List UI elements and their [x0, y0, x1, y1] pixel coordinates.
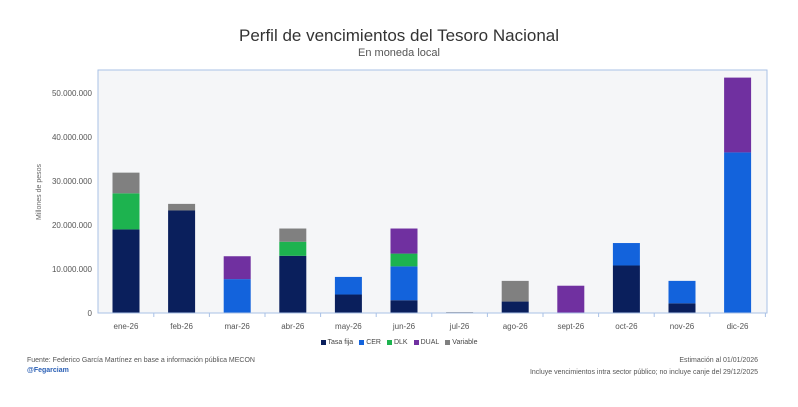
chart-title: Perfil de vencimientos del Tesoro Nacion… [238, 26, 560, 45]
legend-label: Tasa fija [327, 339, 354, 346]
bar-segment-tasa-fija-jun-26 [390, 300, 418, 313]
legend-swatch [359, 339, 365, 345]
bar-segment-dual-dic-26 [724, 77, 752, 153]
legend-swatch [413, 339, 419, 345]
legend-item-dlk: DLK [386, 339, 408, 346]
x-tick-label: nov-26 [670, 322, 695, 331]
bar-segment-cer-jun-26 [390, 266, 418, 301]
legend-swatch [320, 339, 326, 345]
bar-segment-tasa-fija-nov-26 [668, 303, 696, 313]
bar-segment-variable-abr-26 [279, 228, 307, 242]
bar-segment-dlk-jun-26 [390, 253, 418, 267]
bar-segment-tasa-fija-abr-26 [279, 255, 307, 313]
legend-label: DLK [393, 339, 408, 346]
x-tick-label: ago-26 [503, 322, 528, 331]
bar-segment-cer-nov-26 [668, 280, 696, 304]
bar-segment-dual-mar-26 [223, 256, 251, 280]
bar-segment-cer-may-26 [334, 276, 362, 295]
y-tick-label: 40.000.000 [52, 133, 93, 142]
source-note: Fuente: Federico García Martínez en base… [27, 357, 255, 364]
legend-label: CER [366, 339, 381, 346]
bar-segment-cer-mar-26 [223, 279, 251, 313]
bar-segment-variable-feb-26 [168, 203, 196, 211]
bar-segment-cer-oct-26 [612, 243, 640, 266]
bar-segment-tasa-fija-ene-26 [112, 229, 140, 313]
x-tick-label: jul-26 [449, 322, 470, 331]
y-tick-label: 20.000.000 [52, 221, 93, 230]
x-tick-label: mar-26 [225, 322, 251, 331]
plot-area [97, 69, 768, 314]
author-handle[interactable]: @Fegarciam [27, 367, 69, 374]
estimate-note: Estimación al 01/01/2026 [679, 357, 758, 364]
x-tick-label: abr-26 [281, 322, 305, 331]
x-tick-label: ene-26 [114, 322, 139, 331]
bar-segment-variable-ago-26 [501, 280, 529, 302]
legend-item-variable: Variable [445, 339, 477, 346]
bar-segment-tasa-fija-oct-26 [612, 265, 640, 313]
bar-segment-tasa-fija-feb-26 [168, 210, 196, 313]
y-axis-label: Millones de pesos [36, 163, 43, 220]
x-tick-label: feb-26 [170, 322, 193, 331]
chart-subtitle: En moneda local [358, 47, 440, 59]
x-tick-label: oct-26 [615, 322, 638, 331]
bar-segment-dual-sept-26 [557, 285, 585, 313]
x-tick-label: sept-26 [557, 322, 584, 331]
y-tick-label: 30.000.000 [52, 177, 93, 186]
x-tick-label: dic-26 [727, 322, 749, 331]
legend-swatch [445, 339, 451, 345]
bar-segment-tasa-fija-may-26 [334, 294, 362, 313]
legend-item-cer: CER [359, 339, 381, 346]
bar-segment-dual-jun-26 [390, 228, 418, 254]
bar-segment-dlk-ene-26 [112, 193, 140, 230]
bar-segment-dlk-abr-26 [279, 241, 307, 256]
legend-swatch [386, 339, 392, 345]
x-tick-label: jun-26 [392, 322, 416, 331]
bar-segment-variable-ene-26 [112, 172, 140, 194]
y-tick-label: 50.000.000 [52, 89, 93, 98]
legend-label: DUAL [420, 339, 440, 346]
y-tick-label: 0 [88, 309, 93, 318]
legend-item-tasa-fija: Tasa fija [320, 339, 354, 346]
legend: Tasa fija CER DLK DUAL Variable [0, 339, 798, 346]
legend-item-dual: DUAL [413, 339, 440, 346]
y-tick-label: 10.000.000 [52, 265, 93, 274]
bar-segment-cer-dic-26 [724, 152, 752, 313]
disclaimer-note: Incluye vencimientos intra sector públic… [529, 369, 758, 376]
bar-segment-tasa-fija-ago-26 [501, 301, 529, 313]
legend-label: Variable [452, 339, 478, 346]
x-tick-label: may-26 [335, 322, 362, 331]
